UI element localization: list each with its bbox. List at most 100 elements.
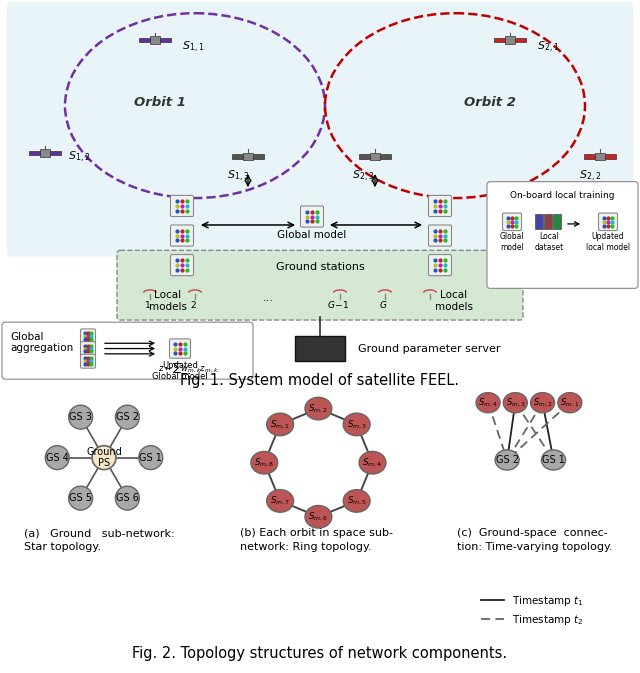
Text: $S_{2,1}$: $S_{2,1}$ <box>537 40 559 55</box>
FancyBboxPatch shape <box>170 225 193 246</box>
Circle shape <box>92 446 116 470</box>
Text: GS 2: GS 2 <box>116 412 139 422</box>
Ellipse shape <box>503 392 527 413</box>
Text: (c)  Ground-space  connec-
tion: Time-varying topology.: (c) Ground-space connec- tion: Time-vary… <box>456 528 612 551</box>
Bar <box>515 38 526 42</box>
FancyBboxPatch shape <box>598 213 618 231</box>
FancyBboxPatch shape <box>81 342 95 355</box>
Text: GS 3: GS 3 <box>69 412 92 422</box>
Text: $S_{m,5}$: $S_{m,5}$ <box>347 495 367 507</box>
Text: Ground parameter server: Ground parameter server <box>358 343 500 353</box>
Ellipse shape <box>267 490 294 512</box>
Bar <box>243 153 253 160</box>
Text: Orbit 2: Orbit 2 <box>464 96 516 108</box>
Ellipse shape <box>343 490 370 512</box>
Text: $S_{2,2}$: $S_{2,2}$ <box>579 170 601 184</box>
Circle shape <box>115 486 140 510</box>
Text: Global model: Global model <box>277 230 347 240</box>
FancyBboxPatch shape <box>7 2 633 256</box>
Ellipse shape <box>495 450 519 470</box>
Text: $S_{m,2}$: $S_{m,2}$ <box>533 396 552 409</box>
Bar <box>544 215 552 229</box>
Text: Ground
PS: Ground PS <box>86 447 122 468</box>
Bar <box>535 215 543 229</box>
Bar <box>29 151 40 155</box>
FancyBboxPatch shape <box>170 254 193 276</box>
Ellipse shape <box>558 392 582 413</box>
Bar <box>494 38 505 42</box>
Text: $G$: $G$ <box>379 299 387 310</box>
Legend: Timestamp $t_1$, Timestamp $t_2$: Timestamp $t_1$, Timestamp $t_2$ <box>477 590 588 631</box>
FancyBboxPatch shape <box>429 195 451 217</box>
Bar <box>160 38 171 42</box>
Text: $z \leftarrow \sum w_{m,k}z_{m,k}$: $z \leftarrow \sum w_{m,k}z_{m,k}$ <box>158 361 219 376</box>
Text: Fig. 2. Topology structures of network components.: Fig. 2. Topology structures of network c… <box>132 646 508 661</box>
Bar <box>370 153 380 160</box>
Text: $S_{1,3}$: $S_{1,3}$ <box>227 170 249 184</box>
FancyBboxPatch shape <box>502 213 522 231</box>
FancyBboxPatch shape <box>2 322 253 379</box>
Ellipse shape <box>343 413 370 435</box>
Text: $S_{m,2}$: $S_{m,2}$ <box>308 402 328 415</box>
Text: $S_{m,6}$: $S_{m,6}$ <box>308 511 328 523</box>
Text: GS 4: GS 4 <box>46 453 68 462</box>
Text: $S_{m,4}$: $S_{m,4}$ <box>478 396 498 409</box>
Bar <box>505 36 515 44</box>
Text: $S_{m,8}$: $S_{m,8}$ <box>254 456 275 469</box>
Ellipse shape <box>305 505 332 528</box>
Text: (b) Each orbit in space sub-
network: Ring topology.: (b) Each orbit in space sub- network: Ri… <box>240 528 394 551</box>
Text: Fig. 1. System model of satellite FEEL.: Fig. 1. System model of satellite FEEL. <box>180 373 460 388</box>
Text: 2: 2 <box>190 302 196 310</box>
Bar <box>553 215 561 229</box>
Circle shape <box>68 405 93 429</box>
Circle shape <box>45 446 69 470</box>
FancyBboxPatch shape <box>487 182 638 288</box>
Bar <box>50 151 61 155</box>
Bar <box>150 36 160 44</box>
Text: GS 2: GS 2 <box>495 455 518 465</box>
Text: Updated
Global model: Updated Global model <box>152 361 208 381</box>
Bar <box>139 38 150 42</box>
Text: $S_{m,1}$: $S_{m,1}$ <box>270 419 290 431</box>
Text: Global
aggregation: Global aggregation <box>10 332 73 353</box>
Bar <box>605 154 616 159</box>
FancyBboxPatch shape <box>170 195 193 217</box>
FancyBboxPatch shape <box>81 354 95 368</box>
Bar <box>584 154 595 159</box>
Ellipse shape <box>531 392 555 413</box>
Text: ...: ... <box>262 293 273 303</box>
Ellipse shape <box>359 452 386 474</box>
FancyBboxPatch shape <box>429 225 451 246</box>
Circle shape <box>115 405 140 429</box>
FancyBboxPatch shape <box>429 254 451 276</box>
Text: 1: 1 <box>145 302 151 310</box>
Circle shape <box>68 486 93 510</box>
Text: $S_{m,4}$: $S_{m,4}$ <box>362 456 383 469</box>
FancyBboxPatch shape <box>170 339 191 358</box>
Text: (a)   Ground   sub-network:
Star topology.: (a) Ground sub-network: Star topology. <box>24 528 175 551</box>
Text: Local
models: Local models <box>149 291 187 312</box>
Text: Ground stations: Ground stations <box>276 262 364 272</box>
Text: $S_{m,7}$: $S_{m,7}$ <box>270 495 290 507</box>
Text: GS 6: GS 6 <box>116 493 139 503</box>
Bar <box>380 154 391 159</box>
Text: GS 1: GS 1 <box>542 455 565 465</box>
Text: GS 5: GS 5 <box>69 493 92 503</box>
Bar <box>232 154 243 159</box>
Ellipse shape <box>267 413 294 435</box>
Text: Global
model: Global model <box>500 232 524 252</box>
Text: $S_{m,1}$: $S_{m,1}$ <box>560 396 579 409</box>
Text: Orbit 1: Orbit 1 <box>134 96 186 108</box>
FancyBboxPatch shape <box>81 329 95 343</box>
Text: $S_{2,3}$: $S_{2,3}$ <box>352 170 374 184</box>
Text: $S_{m,3}$: $S_{m,3}$ <box>347 419 367 431</box>
FancyBboxPatch shape <box>301 206 323 227</box>
Circle shape <box>139 446 163 470</box>
Text: $S_{1,1}$: $S_{1,1}$ <box>182 40 204 55</box>
FancyBboxPatch shape <box>117 250 523 320</box>
Bar <box>595 153 605 160</box>
Text: On-board local training: On-board local training <box>509 191 614 200</box>
Ellipse shape <box>305 397 332 420</box>
Ellipse shape <box>476 392 500 413</box>
Text: GS 1: GS 1 <box>140 453 162 462</box>
